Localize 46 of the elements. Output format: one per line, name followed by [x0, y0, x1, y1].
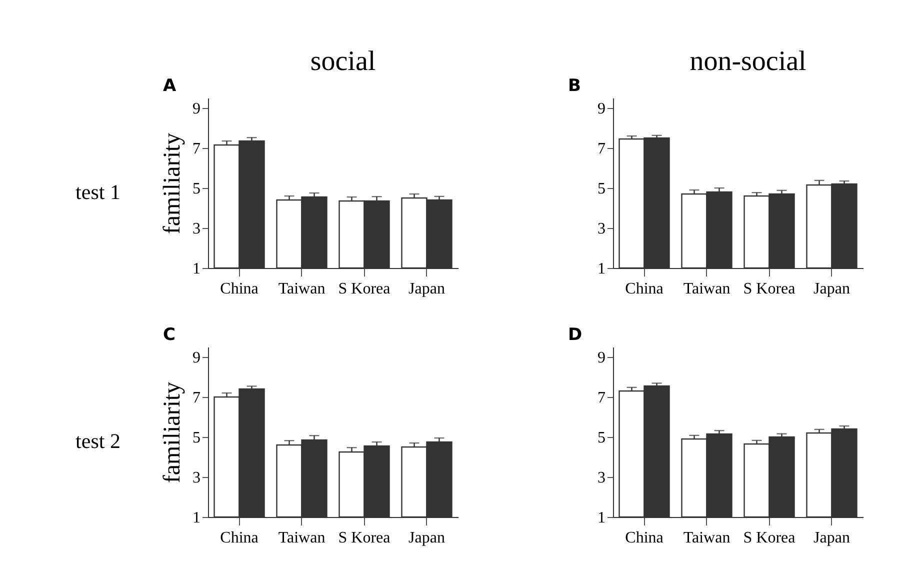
- chart-subtitle: social: [310, 46, 376, 77]
- x-tick-label: Taiwan: [278, 280, 326, 298]
- x-tick-label: Japan: [814, 530, 850, 546]
- y-tick-label: 7: [598, 140, 606, 158]
- y-tick-label: 7: [192, 390, 200, 406]
- x-tick-label: China: [220, 280, 258, 298]
- y-tick-label: 1: [598, 510, 606, 526]
- chart-subtitle: non-social: [690, 46, 807, 77]
- x-tick-label: S Korea: [743, 530, 796, 546]
- y-tick-label: 9: [598, 350, 606, 366]
- x-tick-label: Taiwan: [278, 530, 326, 546]
- y-tick-label: 3: [192, 470, 200, 486]
- y-axis-title: familiarity: [160, 132, 186, 234]
- y-tick-label: 9: [192, 100, 200, 118]
- y-tick-label: 5: [192, 180, 200, 198]
- chart-title: A: [163, 76, 177, 96]
- y-tick-label: 7: [598, 390, 606, 406]
- y-tick-label: 1: [192, 510, 200, 526]
- x-tick-label: S Korea: [338, 280, 390, 298]
- y-tick-label: 9: [598, 100, 606, 118]
- text: test 1: [76, 180, 120, 204]
- y-tick-label: 3: [192, 220, 200, 238]
- x-tick-label: China: [625, 280, 664, 298]
- y-tick-label: 9: [192, 350, 200, 366]
- x-tick-label: S Korea: [338, 530, 390, 546]
- x-tick-label: Japan: [814, 280, 850, 298]
- y-tick-label: 3: [598, 470, 606, 486]
- x-tick-label: China: [220, 530, 258, 546]
- x-tick-label: Japan: [408, 530, 445, 546]
- x-tick-label: Taiwan: [683, 280, 730, 298]
- y-tick-label: 7: [192, 140, 200, 158]
- y-tick-label: 3: [598, 220, 606, 238]
- text: test 2: [76, 429, 120, 453]
- x-tick-label: Japan: [408, 280, 445, 298]
- x-tick-label: S Korea: [743, 280, 796, 298]
- chart-title: B: [568, 76, 581, 96]
- y-tick-label: 5: [192, 430, 200, 446]
- y-axis-title: familiarity: [160, 382, 186, 484]
- chart-title: C: [163, 325, 176, 345]
- chart-title: D: [568, 325, 582, 345]
- x-tick-label: Taiwan: [683, 530, 730, 546]
- y-tick-label: 5: [598, 180, 606, 198]
- y-tick-label: 1: [598, 260, 606, 278]
- x-tick-label: China: [625, 530, 664, 546]
- y-tick-label: 5: [598, 430, 606, 446]
- y-tick-label: 1: [192, 260, 200, 278]
